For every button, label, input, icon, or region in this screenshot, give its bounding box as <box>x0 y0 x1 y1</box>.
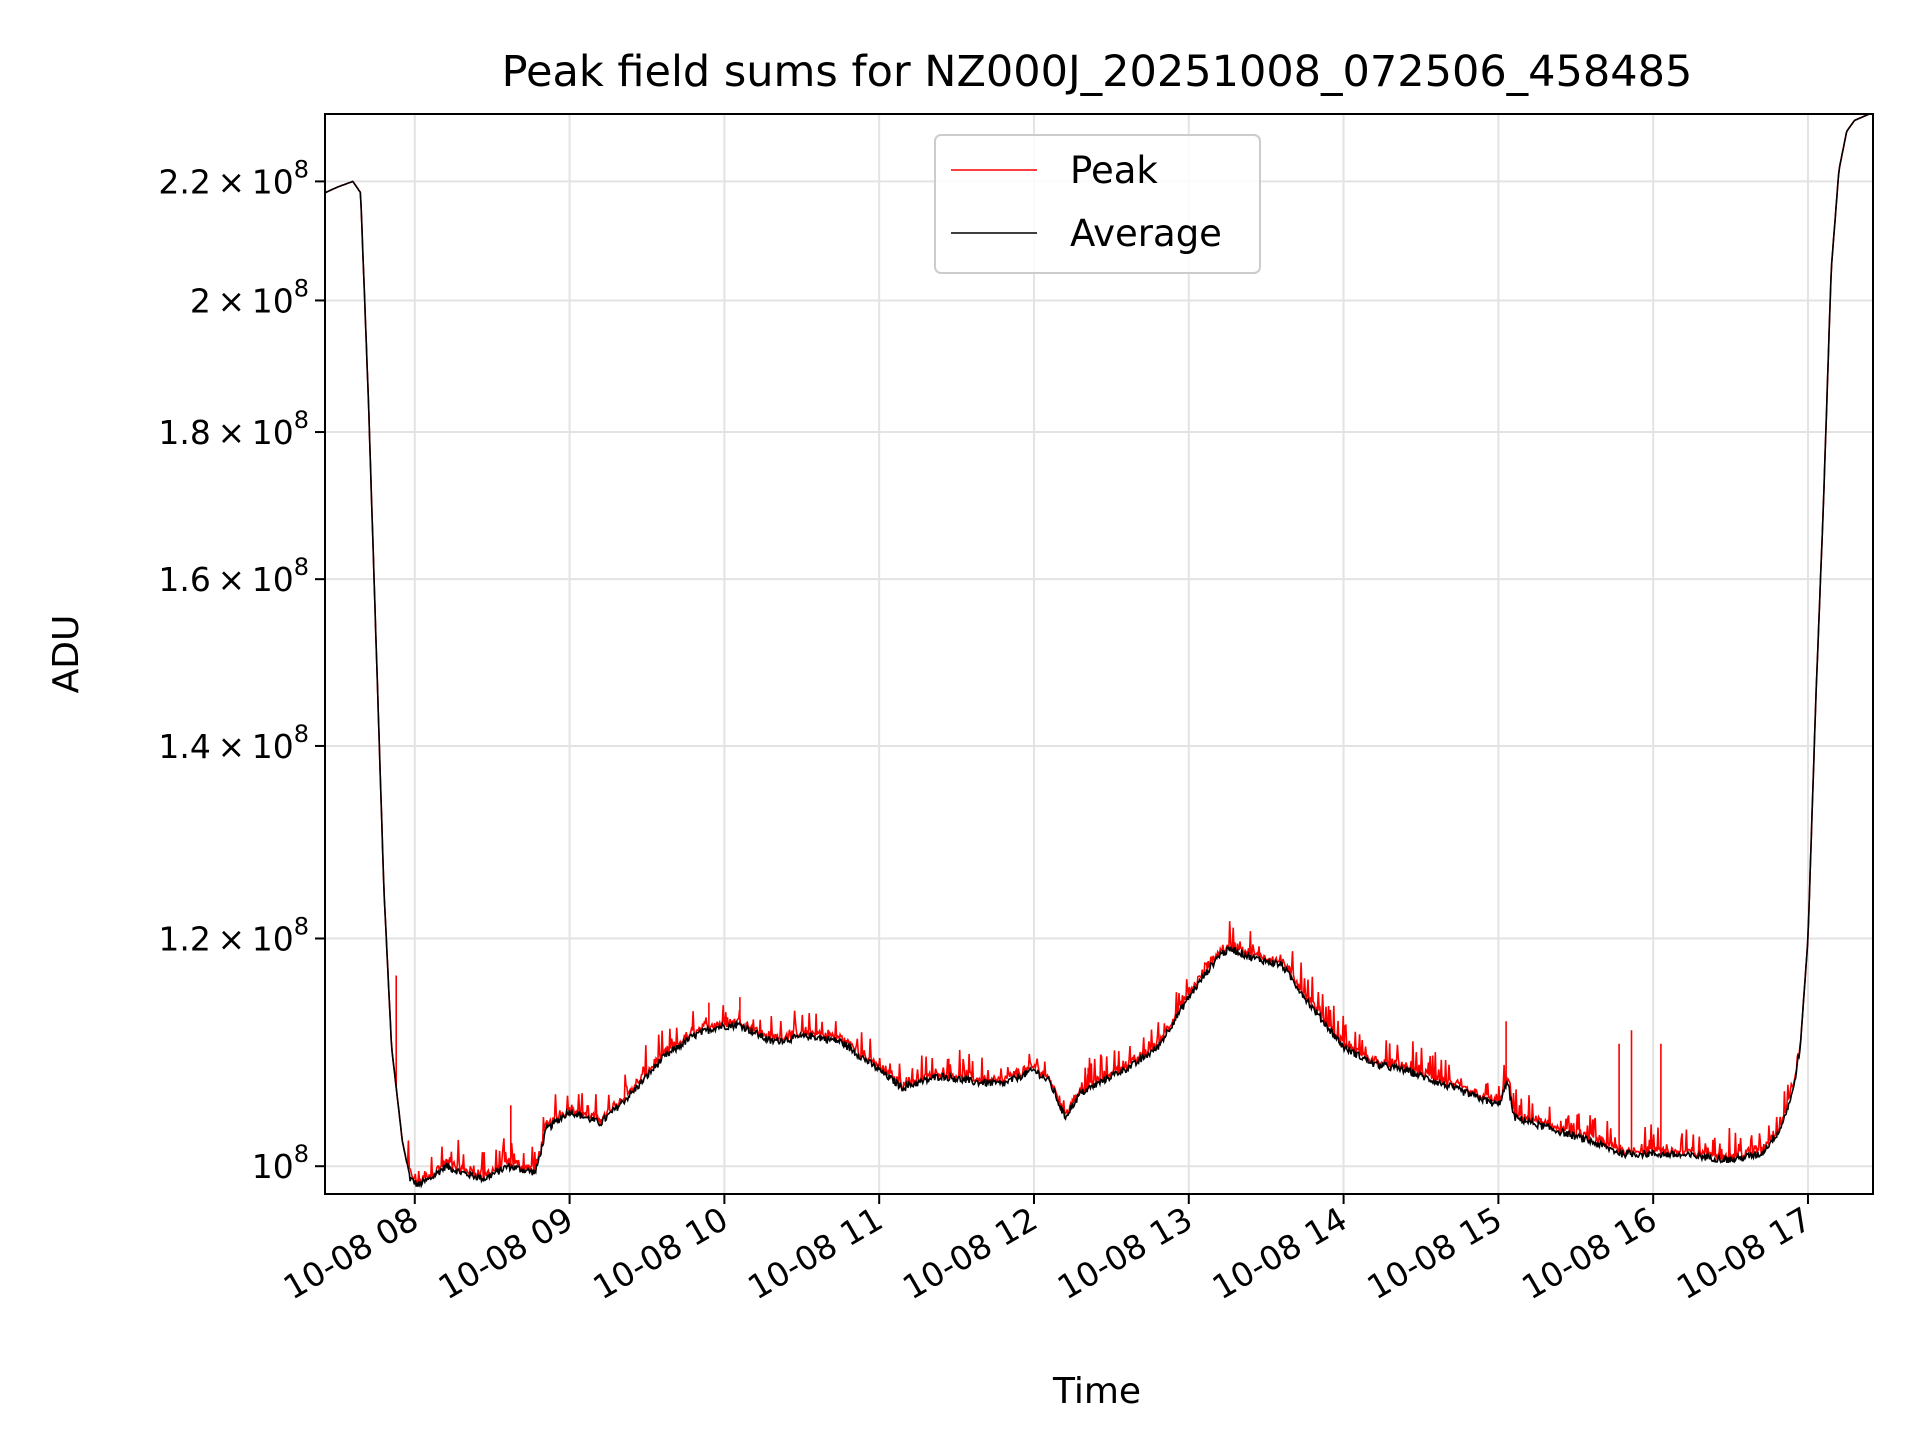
legend-average-label: Average <box>1070 212 1222 255</box>
plot-frame <box>324 113 1874 1195</box>
y-axis-label: ADU <box>46 615 87 694</box>
y-tick-label: 1.8 × 108 <box>158 406 309 452</box>
x-axis-label: Time <box>1052 1371 1141 1412</box>
plot-data-layer <box>325 114 1872 1189</box>
grid-layer <box>325 114 1873 1194</box>
y-tick-label: 2 × 108 <box>190 274 309 320</box>
y-tick-label: 1.2 × 108 <box>158 912 309 958</box>
y-tick-label: 2.2 × 108 <box>158 155 309 201</box>
legend: Peak Average <box>934 134 1261 274</box>
y-tick-label: 108 <box>252 1140 309 1186</box>
chart-title: Peak field sums for NZ000J_20251008_0725… <box>502 47 1693 97</box>
series-average-line <box>325 114 1872 1189</box>
y-tick-label: 1.6 × 108 <box>158 553 309 599</box>
y-tick-label: 1.4 × 108 <box>158 720 309 766</box>
legend-peak-label: Peak <box>1070 149 1158 192</box>
